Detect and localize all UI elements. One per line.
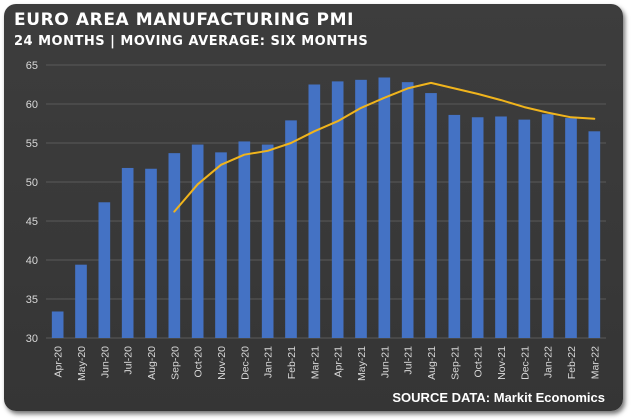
y-tick-label: 55 xyxy=(26,138,38,150)
chart-title: EURO AREA MANUFACTURING PMI xyxy=(14,10,355,30)
y-tick-label: 45 xyxy=(26,216,38,228)
x-tick-label: Jul-20 xyxy=(123,346,135,375)
x-tick-label: Jun-20 xyxy=(99,346,111,378)
x-tick-label: Jul-21 xyxy=(403,346,415,375)
x-tick-label: Aug-20 xyxy=(146,346,158,380)
pmi-chart: 30 35 40 45 50 55 60 65 Apr-20 May-20 Jun-20 Jul-20… xyxy=(26,60,606,381)
bar-Feb-22 xyxy=(565,118,577,338)
bar-Jan-22 xyxy=(541,114,554,338)
bar-Nov-20 xyxy=(215,152,227,338)
bar-Jun-20 xyxy=(98,202,111,338)
y-tick-label: 30 xyxy=(26,333,38,345)
source-note: SOURCE DATA: Markit Economics xyxy=(392,390,605,405)
bar-Aug-20 xyxy=(145,168,157,338)
bar-Feb-21 xyxy=(285,120,297,338)
x-tick-label: Sep-21 xyxy=(449,346,461,380)
bar-Nov-21 xyxy=(495,116,507,338)
x-tick-label: Oct-20 xyxy=(193,346,205,378)
bar-Oct-20 xyxy=(191,144,204,338)
bar-Oct-21 xyxy=(471,117,484,338)
bar-Jul-20 xyxy=(121,167,134,338)
x-tick-label: Feb-22 xyxy=(566,346,578,379)
chart-card: EURO AREA MANUFACTURING PMI 24 MONTHS | … xyxy=(4,4,623,411)
bar-May-21 xyxy=(355,79,367,338)
bar-Apr-21 xyxy=(331,81,344,338)
y-tick-label: 35 xyxy=(26,294,38,306)
x-tick-label: Nov-21 xyxy=(496,346,508,380)
bar-Dec-21 xyxy=(518,119,531,338)
x-tick-label: Jun-21 xyxy=(379,346,391,378)
bar-Mar-22 xyxy=(588,131,601,338)
x-tick-label: Mar-21 xyxy=(309,346,321,379)
bar-Jan-21 xyxy=(261,144,274,338)
bar-Jun-21 xyxy=(378,77,391,338)
x-tick-label: Nov-20 xyxy=(216,346,228,380)
bar-Dec-20 xyxy=(238,141,251,338)
x-tick-label: Apr-20 xyxy=(53,346,65,378)
y-tick-label: 60 xyxy=(26,99,38,111)
bar-Sep-20 xyxy=(168,153,181,338)
bar-Sep-21 xyxy=(448,114,461,338)
bar-May-20 xyxy=(75,264,87,338)
bar-Jul-21 xyxy=(401,82,414,338)
x-tick-label: May-21 xyxy=(356,346,368,381)
x-tick-label: Dec-21 xyxy=(519,346,531,380)
x-tick-label: Feb-21 xyxy=(286,346,298,379)
x-tick-label: Oct-21 xyxy=(473,346,485,378)
x-tick-label: Apr-21 xyxy=(333,346,345,378)
x-tick-label: Dec-20 xyxy=(239,346,251,380)
y-tick-label: 65 xyxy=(26,60,38,72)
y-tick-label: 40 xyxy=(26,255,38,267)
bar-Apr-20 xyxy=(51,311,64,338)
y-tick-label: 50 xyxy=(26,177,38,189)
x-tick-label: Mar-22 xyxy=(589,346,601,379)
bar-Aug-21 xyxy=(425,93,437,338)
bar-Mar-21 xyxy=(308,84,321,338)
x-tick-label: Jan-22 xyxy=(543,346,555,378)
x-tick-label: May-20 xyxy=(76,346,88,381)
x-tick-label: Sep-20 xyxy=(169,346,181,380)
x-tick-label: Jan-21 xyxy=(263,346,275,378)
x-tick-label: Aug-21 xyxy=(426,346,438,380)
chart-subtitle: 24 MONTHS | MOVING AVERAGE: SIX MONTHS xyxy=(14,34,369,49)
moving-average-line xyxy=(173,81,596,213)
